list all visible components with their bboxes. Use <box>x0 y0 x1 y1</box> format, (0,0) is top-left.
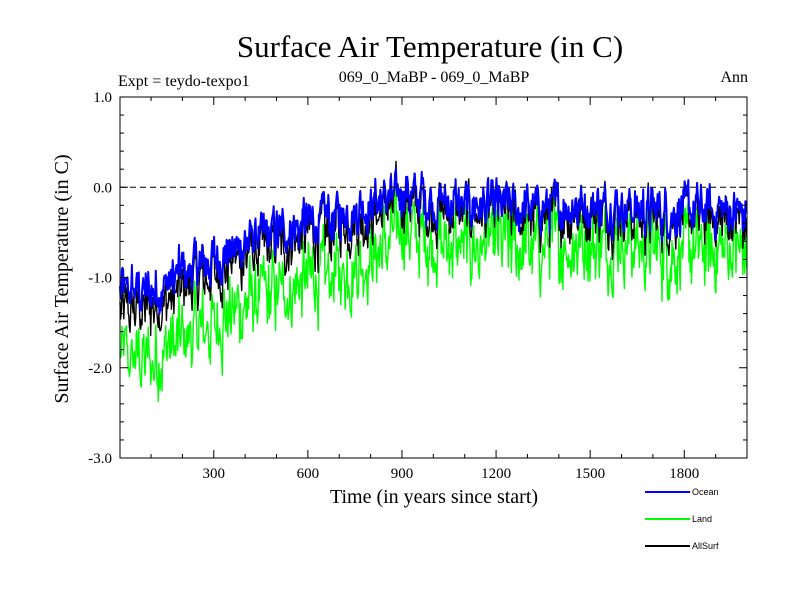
y-axis-label: Surface Air Temperature (in C) <box>51 154 73 403</box>
y-tick-label: -3.0 <box>88 451 112 467</box>
legend-label-land: Land <box>692 514 712 524</box>
y-tick-label: -1.0 <box>88 271 112 287</box>
legend-label-ocean: Ocean <box>692 487 719 497</box>
legend-label-allsurf: AllSurf <box>692 541 719 551</box>
experiment-label: Expt = teydo-texpo1 <box>118 73 250 90</box>
series-layer <box>119 160 748 402</box>
y-tick-label: -2.0 <box>88 361 112 377</box>
x-tick-label: 1200 <box>481 466 511 482</box>
plot-frame <box>119 96 748 459</box>
chart-title: Surface Air Temperature (in C) <box>237 29 623 64</box>
x-tick-label: 1500 <box>575 466 605 482</box>
series-line-land <box>119 183 748 402</box>
x-tick-label: 900 <box>391 466 414 482</box>
series-line-ocean <box>119 167 748 315</box>
x-tick-label: 1800 <box>669 466 699 482</box>
legend: Ocean Land AllSurf <box>645 487 719 551</box>
period-label: Ann <box>720 69 748 86</box>
x-tick-label: 600 <box>297 466 320 482</box>
axes-layer: 300 600 900 1200 1500 1800 -3.0 -2.0 -1.0 0.0 1.0 <box>88 90 748 482</box>
y-tick-label: 0.0 <box>93 180 112 196</box>
series-line-allsurf <box>119 160 748 337</box>
comparison-label: 069_0_MaBP - 069_0_MaBP <box>339 69 530 86</box>
x-axis-label: Time (in years since start) <box>330 486 538 508</box>
y-tick-label: 1.0 <box>93 90 112 106</box>
x-tick-label: 300 <box>203 466 226 482</box>
